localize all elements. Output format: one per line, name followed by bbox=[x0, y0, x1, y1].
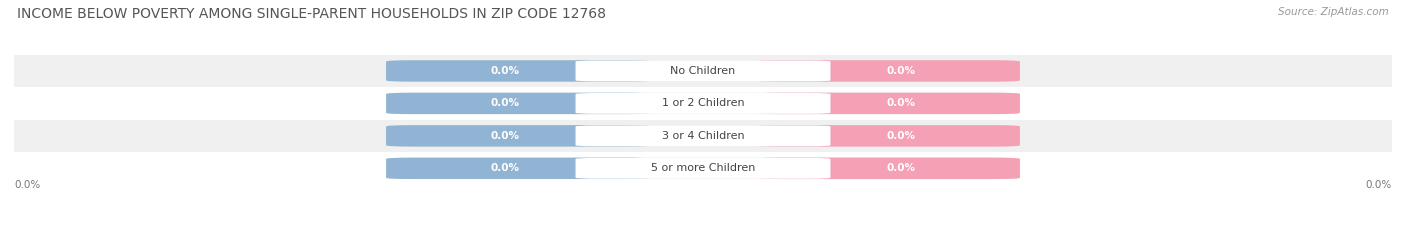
FancyBboxPatch shape bbox=[755, 93, 1019, 114]
FancyBboxPatch shape bbox=[441, 62, 624, 80]
FancyBboxPatch shape bbox=[387, 60, 651, 82]
Text: 3 or 4 Children: 3 or 4 Children bbox=[662, 131, 744, 141]
Bar bbox=[14, 87, 1392, 120]
Bar bbox=[14, 152, 1392, 185]
Text: 0.0%: 0.0% bbox=[887, 131, 915, 141]
Text: 0.0%: 0.0% bbox=[491, 98, 519, 108]
FancyBboxPatch shape bbox=[755, 158, 1019, 179]
FancyBboxPatch shape bbox=[387, 158, 651, 179]
FancyBboxPatch shape bbox=[575, 93, 831, 114]
Text: 0.0%: 0.0% bbox=[14, 180, 41, 190]
FancyBboxPatch shape bbox=[387, 60, 1019, 82]
Text: 0.0%: 0.0% bbox=[491, 163, 519, 173]
Text: 0.0%: 0.0% bbox=[887, 66, 915, 76]
FancyBboxPatch shape bbox=[810, 62, 993, 80]
FancyBboxPatch shape bbox=[387, 125, 1019, 147]
FancyBboxPatch shape bbox=[575, 61, 831, 81]
Text: 0.0%: 0.0% bbox=[887, 98, 915, 108]
FancyBboxPatch shape bbox=[575, 126, 831, 146]
Text: 0.0%: 0.0% bbox=[1365, 180, 1392, 190]
Text: INCOME BELOW POVERTY AMONG SINGLE-PARENT HOUSEHOLDS IN ZIP CODE 12768: INCOME BELOW POVERTY AMONG SINGLE-PARENT… bbox=[17, 7, 606, 21]
FancyBboxPatch shape bbox=[810, 159, 993, 178]
Text: No Children: No Children bbox=[671, 66, 735, 76]
Text: 0.0%: 0.0% bbox=[491, 66, 519, 76]
Bar bbox=[14, 120, 1392, 152]
Text: 1 or 2 Children: 1 or 2 Children bbox=[662, 98, 744, 108]
FancyBboxPatch shape bbox=[441, 94, 624, 113]
Bar bbox=[14, 55, 1392, 87]
FancyBboxPatch shape bbox=[441, 159, 624, 178]
FancyBboxPatch shape bbox=[441, 127, 624, 145]
FancyBboxPatch shape bbox=[387, 158, 1019, 179]
FancyBboxPatch shape bbox=[810, 94, 993, 113]
FancyBboxPatch shape bbox=[387, 93, 651, 114]
Text: 0.0%: 0.0% bbox=[887, 163, 915, 173]
Text: Source: ZipAtlas.com: Source: ZipAtlas.com bbox=[1278, 7, 1389, 17]
FancyBboxPatch shape bbox=[387, 93, 1019, 114]
FancyBboxPatch shape bbox=[387, 125, 651, 147]
FancyBboxPatch shape bbox=[810, 127, 993, 145]
FancyBboxPatch shape bbox=[575, 158, 831, 179]
Text: 5 or more Children: 5 or more Children bbox=[651, 163, 755, 173]
Text: 0.0%: 0.0% bbox=[491, 131, 519, 141]
FancyBboxPatch shape bbox=[755, 60, 1019, 82]
FancyBboxPatch shape bbox=[755, 125, 1019, 147]
